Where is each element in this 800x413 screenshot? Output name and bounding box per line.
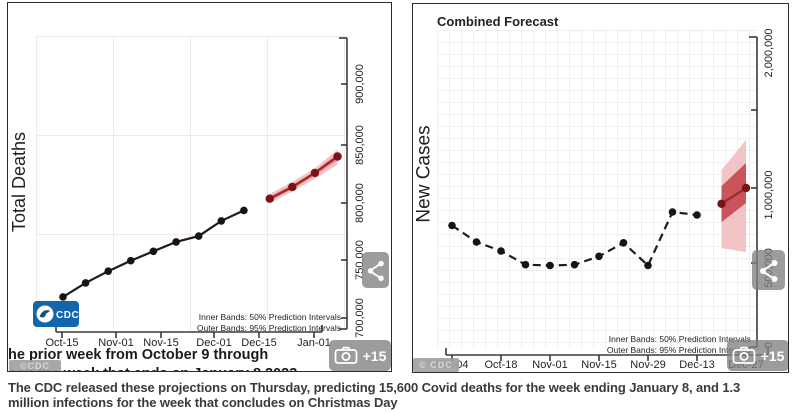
- cases-xtick-nov15: Nov-15: [581, 359, 616, 371]
- cdc-logo: CDC: [33, 301, 79, 327]
- deaths-ytick-800k: 800,000: [354, 183, 366, 223]
- deaths-legend-inner: Inner Bands: 50% Prediction Intervals: [199, 312, 341, 322]
- cdc-logo-text: CDC: [56, 310, 79, 321]
- deaths-xtick-dec15: Dec-15: [241, 337, 276, 349]
- cases-chart-svg: Combined Forecast 2,000,000 1,000,000 50…: [414, 14, 776, 371]
- share-button[interactable]: [752, 250, 785, 290]
- cases-ytick-1m: 1,000,000: [763, 171, 775, 220]
- deaths-legend-outer: Outer Bands: 95% Prediction Intervals: [197, 323, 341, 333]
- cases-y-axis: [749, 36, 758, 348]
- cases-history-points: [448, 208, 701, 270]
- photo-count-badge[interactable]: +15: [329, 340, 391, 371]
- cases-forecast-line: [720, 186, 747, 205]
- cases-legend-inner: Inner Bands: 50% Prediction Intervals: [609, 334, 751, 344]
- cases-xtick-nov29: Nov-29: [630, 359, 665, 371]
- cropped-article-line2: and the week that ends on January 8 2023: [8, 366, 297, 371]
- cropped-article-line1: he prior week from October 9 through: [8, 347, 269, 363]
- deaths-chart-svg: 900,000 850,000 800,000 750,000 700,000 …: [9, 37, 366, 349]
- camera-icon: [334, 346, 358, 364]
- cases-xtick-dec13: Dec-13: [679, 359, 714, 371]
- camera-icon: [732, 346, 756, 364]
- caption-line2: million infections for the week that con…: [8, 395, 398, 410]
- photo-count-badge[interactable]: +15: [727, 340, 788, 371]
- cases-xtick-oct18: Oct-18: [484, 359, 517, 371]
- cases-chart-image[interactable]: Combined Forecast 2,000,000 1,000,000 50…: [412, 3, 789, 373]
- deaths-y-axis-label: Total Deaths: [9, 132, 29, 232]
- deaths-xtick-dec01: Dec-01: [196, 337, 231, 349]
- cases-xtick-nov01: Nov-01: [532, 359, 567, 371]
- share-button[interactable]: [362, 252, 389, 288]
- cases-legend-outer: Outer Bands: 95% Prediction Intervals: [607, 345, 751, 355]
- cases-ytick-2m: 2,000,000: [763, 29, 775, 78]
- deaths-ytick-900k: 900,000: [354, 64, 366, 104]
- deaths-chart-image[interactable]: 900,000 850,000 800,000 750,000 700,000 …: [7, 2, 392, 372]
- cases-y-axis-label: New Cases: [414, 125, 435, 222]
- photo-count-label: +15: [362, 347, 387, 364]
- deaths-ytick-850k: 850,000: [354, 125, 366, 165]
- deaths-history-points: [59, 206, 248, 301]
- deaths-ytick-700k: 700,000: [354, 298, 366, 338]
- figure-caption: The CDC released these projections on Th…: [8, 380, 796, 410]
- deaths-x-axis: [55, 325, 323, 338]
- cases-inner-band: [721, 163, 746, 223]
- cdc-watermark: ©CDC: [9, 360, 61, 371]
- deaths-xtick-oct15: Oct-15: [45, 337, 78, 349]
- cases-chart-title: Combined Forecast: [437, 14, 559, 29]
- caption-line1: The CDC released these projections on Th…: [8, 380, 741, 395]
- deaths-xtick-nov15: Nov-15: [143, 337, 178, 349]
- deaths-xtick-jan01: Jan-01: [297, 337, 331, 349]
- deaths-y-axis: [339, 37, 348, 330]
- deaths-xtick-nov01: Nov-01: [98, 337, 133, 349]
- deaths-forecast-points: [265, 152, 342, 203]
- cases-history-line: [451, 210, 698, 268]
- share-icon: [367, 260, 384, 281]
- deaths-forecast-line: [269, 155, 339, 200]
- share-icon: [759, 260, 777, 282]
- cdc-watermark: © CDC: [413, 358, 459, 372]
- photo-count-label: +15: [760, 347, 785, 364]
- cases-forecast-points: [717, 183, 751, 208]
